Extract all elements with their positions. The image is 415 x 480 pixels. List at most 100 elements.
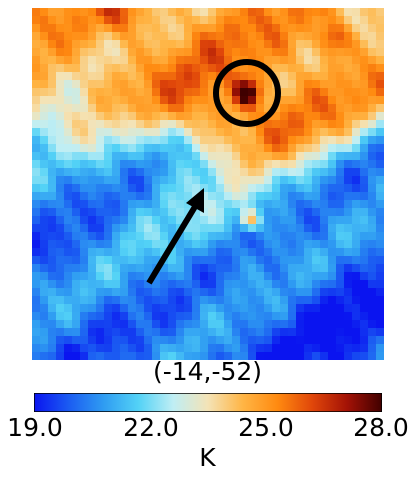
heatmap-cell xyxy=(272,160,281,169)
heatmap-cell xyxy=(96,208,105,217)
heatmap-cell xyxy=(168,40,177,49)
heatmap-cell xyxy=(320,192,329,201)
heatmap-cell xyxy=(112,40,121,49)
heatmap-cell xyxy=(144,144,153,153)
heatmap-cell xyxy=(96,176,105,185)
heatmap-cell xyxy=(112,320,121,329)
heatmap-cell xyxy=(368,128,377,137)
heatmap-cell xyxy=(168,96,177,105)
heatmap-cell xyxy=(136,184,145,193)
heatmap-cell xyxy=(272,208,281,217)
heatmap-cell xyxy=(208,80,217,89)
heatmap-cell xyxy=(184,320,193,329)
heatmap-cell xyxy=(376,16,384,25)
heatmap-cell xyxy=(72,216,81,225)
heatmap-cell xyxy=(80,88,89,97)
heatmap-cell xyxy=(160,240,169,249)
heatmap-cell xyxy=(136,176,145,185)
heatmap-cell xyxy=(232,256,241,265)
heatmap-cell xyxy=(360,216,369,225)
heatmap-cell xyxy=(224,56,233,65)
heatmap-cell xyxy=(56,80,65,89)
heatmap-cell xyxy=(208,216,217,225)
heatmap-cell xyxy=(128,120,137,129)
heatmap-cell xyxy=(240,96,249,105)
heatmap-cell xyxy=(40,96,49,105)
heatmap-cell xyxy=(96,304,105,313)
heatmap-cell xyxy=(216,72,225,81)
heatmap-cell xyxy=(288,200,297,209)
heatmap-cell xyxy=(32,56,41,65)
heatmap-cell xyxy=(56,248,65,257)
heatmap-cell xyxy=(248,128,257,137)
heatmap-cell xyxy=(344,184,353,193)
heatmap-cell xyxy=(168,112,177,121)
heatmap-cell xyxy=(104,312,113,321)
heatmap-cell xyxy=(264,128,273,137)
heatmap-cell xyxy=(240,280,249,289)
heatmap-cell xyxy=(272,256,281,265)
heatmap-cell xyxy=(184,160,193,169)
heatmap-cell xyxy=(336,152,345,161)
heatmap-cell xyxy=(144,112,153,121)
heatmap-cell xyxy=(96,168,105,177)
heatmap-cell xyxy=(160,80,169,89)
heatmap-cell xyxy=(104,48,113,57)
heatmap-cell xyxy=(136,72,145,81)
heatmap-cell xyxy=(248,96,257,105)
heatmap-cell xyxy=(376,168,384,177)
heatmap-cell xyxy=(328,224,337,233)
heatmap-cell xyxy=(120,320,129,329)
heatmap-cell xyxy=(152,352,161,360)
heatmap-cell xyxy=(320,344,329,353)
heatmap-cell xyxy=(64,344,73,353)
heatmap-cell xyxy=(176,216,185,225)
heatmap-cell xyxy=(336,144,345,153)
heatmap-cell xyxy=(368,296,377,305)
heatmap-cell xyxy=(48,344,57,353)
heatmap-cell xyxy=(336,104,345,113)
heatmap-cell xyxy=(88,288,97,297)
heatmap-cell xyxy=(112,232,121,241)
heatmap-cell xyxy=(72,344,81,353)
heatmap-cell xyxy=(112,160,121,169)
heatmap-cell xyxy=(360,136,369,145)
heatmap-cell xyxy=(256,312,265,321)
heatmap-cell xyxy=(328,56,337,65)
heatmap-cell xyxy=(120,224,129,233)
heatmap-cell xyxy=(96,336,105,345)
heatmap-cell xyxy=(120,184,129,193)
heatmap-cell xyxy=(200,216,209,225)
heatmap-cell xyxy=(72,88,81,97)
heatmap-cell xyxy=(80,216,89,225)
heatmap-cell xyxy=(320,8,329,17)
heatmap-cell xyxy=(112,184,121,193)
heatmap-cell xyxy=(144,120,153,129)
heatmap-cell xyxy=(320,24,329,33)
heatmap-cell xyxy=(320,256,329,265)
heatmap-cell xyxy=(144,304,153,313)
heatmap-cell xyxy=(112,136,121,145)
heatmap-cell xyxy=(184,24,193,33)
heatmap-cell xyxy=(328,352,337,360)
heatmap-cell xyxy=(296,112,305,121)
heatmap-cell xyxy=(160,24,169,33)
heatmap-cell xyxy=(208,280,217,289)
heatmap-cell xyxy=(288,56,297,65)
heatmap-cell xyxy=(312,304,321,313)
heatmap-cell xyxy=(352,208,361,217)
heatmap-cell xyxy=(296,72,305,81)
heatmap-cell xyxy=(88,120,97,129)
heatmap-cell xyxy=(240,240,249,249)
heatmap-cell xyxy=(112,16,121,25)
heatmap-cell xyxy=(248,160,257,169)
heatmap-cell xyxy=(240,144,249,153)
heatmap-cell xyxy=(264,296,273,305)
heatmap-cell xyxy=(136,256,145,265)
heatmap-cell xyxy=(48,352,57,360)
heatmap-cell xyxy=(160,208,169,217)
heatmap-cell xyxy=(360,200,369,209)
heatmap-cell xyxy=(120,32,129,41)
heatmap-cell xyxy=(312,312,321,321)
heatmap-cell xyxy=(128,192,137,201)
